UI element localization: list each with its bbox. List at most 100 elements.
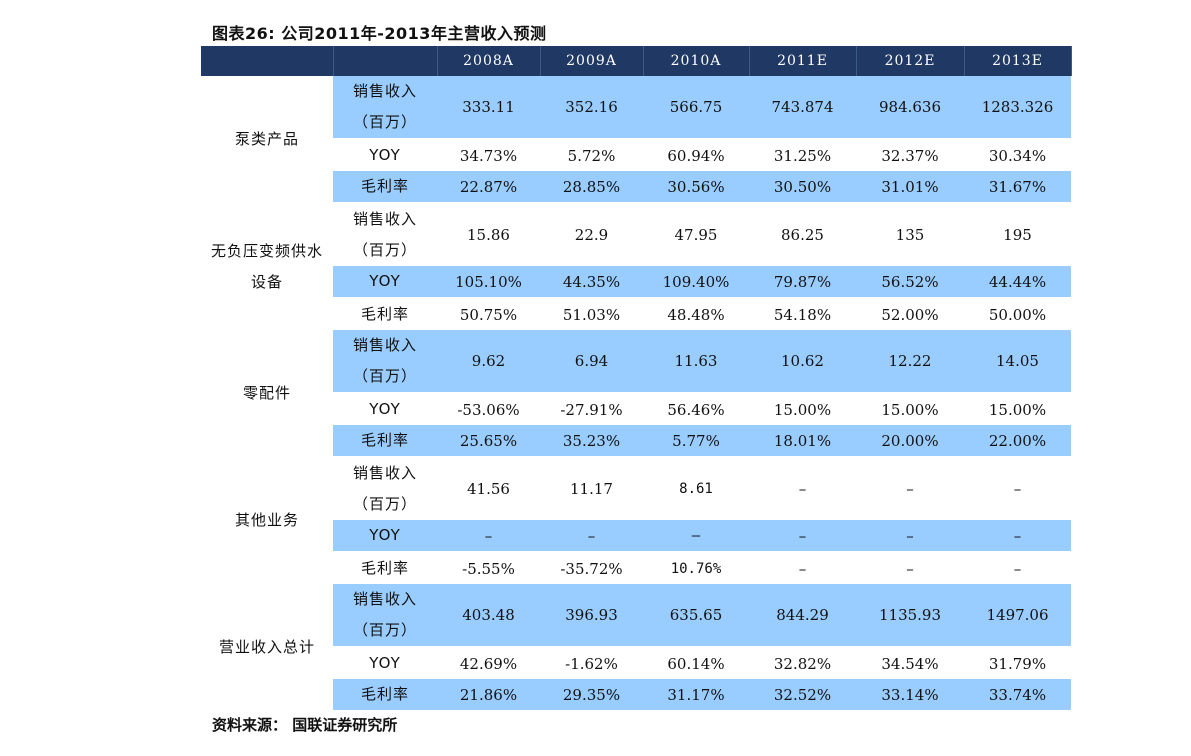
value-cell: 31.17% (643, 679, 749, 712)
value-cell: 105.10% (437, 266, 540, 299)
metric-label-line: 毛利率 (360, 305, 409, 323)
value-cell: 566.75 (643, 76, 749, 140)
value-cell: 56.52% (856, 266, 964, 299)
value-cell: 30.34% (964, 139, 1071, 171)
table-row: 其他业务 销售收入 （百万） 41.56 11.17 8.61– – – (201, 457, 1071, 584)
value-cell: – (437, 520, 540, 553)
value-cell: 11.17 (540, 457, 643, 520)
metric-label: YOY (333, 266, 437, 299)
metric-label: YOY (333, 520, 437, 553)
value-cell: 33.14% (856, 679, 964, 712)
metric-label-line: 毛利率 (360, 685, 409, 703)
value-cell: – (856, 552, 964, 584)
value-cell: 8.61 (643, 457, 749, 520)
metric-label-line: YOY (369, 146, 401, 164)
value-cell: -1.62% (540, 647, 643, 679)
metric-label: 销售收入 （百万） (333, 457, 437, 520)
metric-label-line: （百万） (352, 495, 417, 513)
value-cell: 50.75% (437, 298, 540, 330)
value-cell: 10.62 (749, 330, 856, 394)
value-cell: 1497.06 (964, 584, 1071, 648)
header-blank-metric (333, 46, 438, 76)
table-row: 无负压变频供水设备 销售收入 （百万） 15.86 22.9 47.95 86.25 135 1… (201, 203, 1071, 330)
metric-label: 销售收入 （百万） (333, 76, 437, 140)
metric-label-line: （百万） (352, 621, 417, 639)
header-year-2010: 2010A (643, 46, 750, 76)
table-row: 毛利率 21.86% 29.35% 31.17% 32.52% 33.14% 33.74% (201, 679, 1071, 712)
category-label: 无负压变频供水设备 (201, 203, 333, 330)
metric-label-line: 销售收入 (352, 464, 417, 482)
metric-label: 毛利率 (333, 679, 437, 712)
table-row: YOY 42.69% -1.62% 60.14% 32.82% 34.54% 31.79% (201, 647, 1071, 679)
value-cell: 403.48 (437, 584, 540, 648)
source-note: 资料来源： 国联证券研究所 (212, 716, 398, 734)
value-cell: – (540, 520, 643, 553)
header-year-2012: 2012E (856, 46, 965, 76)
value-cell: – (856, 520, 964, 553)
value-cell: 29.35% (540, 679, 643, 712)
value-cell: -35.72% (540, 552, 643, 584)
value-cell: 15.00% (964, 393, 1071, 425)
metric-label: 毛利率 (333, 171, 437, 204)
value-cell: 15.00% (749, 393, 856, 425)
value-cell: 30.50% (749, 171, 856, 204)
metric-label-line: 销售收入 (352, 336, 417, 354)
value-cell: 195 (964, 203, 1071, 266)
value-cell: 33.74% (964, 679, 1071, 712)
metric-label-line: YOY (369, 526, 401, 544)
value-cell: 31.79% (964, 647, 1071, 679)
value-cell: 54.18% (749, 298, 856, 330)
table-row: 毛利率 50.75% 51.03% 48.48% 54.18% 52.00% 50.00% (201, 298, 1071, 330)
value-cell: 30.56% (643, 171, 749, 204)
value-cell: 34.54% (856, 647, 964, 679)
value-cell: -53.06% (437, 393, 540, 425)
table-row: YOY – – – – – – (201, 520, 1071, 553)
metric-label-line: 毛利率 (360, 177, 409, 195)
header-year-2011: 2011E (749, 46, 857, 76)
category-label: 零配件 (201, 330, 333, 457)
value-cell: 12.22 (856, 330, 964, 394)
header-row: 2008A 2009A 2010A 2011E 2012E 2013E (201, 46, 1072, 76)
metric-label: YOY (333, 139, 437, 171)
value-cell: 743.874 (749, 76, 856, 140)
value-cell: 6.94 (540, 330, 643, 394)
table-row: 毛利率 22.87% 28.85% 30.56% 30.50% 31.01% 31.67% (201, 171, 1071, 204)
value-cell: 25.65% (437, 425, 540, 458)
metric-label-line: 销售收入 (352, 590, 417, 608)
header-year-2009: 2009A (540, 46, 644, 76)
value-cell: – (749, 552, 856, 584)
value-cell: 31.01% (856, 171, 964, 204)
category-label: 其他业务 (201, 457, 333, 584)
value-cell: 844.29 (749, 584, 856, 648)
value-cell: 135 (856, 203, 964, 266)
header-year-2013: 2013E (964, 46, 1072, 76)
table-row: 营业收入总计 销售收入 （百万） 403.48 396.93 635.65 844.29 11… (201, 584, 1071, 711)
value-cell: – (749, 520, 856, 553)
figure-title: 图表26: 公司2011年-2013年主营收入预测 (212, 24, 547, 43)
metric-label-line: YOY (369, 272, 401, 290)
value-cell: 51.03% (540, 298, 643, 330)
value-cell: 333.11 (437, 76, 540, 140)
value-cell: 52.00% (856, 298, 964, 330)
value-cell: 44.35% (540, 266, 643, 299)
metric-label: 毛利率 (333, 425, 437, 458)
table-row: 毛利率 -5.55% -35.72% 10.76% – – – (201, 552, 1071, 584)
value-cell: 86.25 (749, 203, 856, 266)
value-cell: 22.9 (540, 203, 643, 266)
value-cell: 42.69% (437, 647, 540, 679)
metric-label: YOY (333, 647, 437, 679)
metric-label: 毛利率 (333, 298, 437, 330)
value-cell: 635.65 (643, 584, 749, 648)
value-cell: – (856, 457, 964, 520)
metric-label-line: （百万） (352, 241, 417, 259)
metric-label: 销售收入 （百万） (333, 330, 437, 394)
revenue-forecast-table: 2008A 2009A 2010A 2011E 2012E 2013E 泵类产品… (201, 46, 1072, 712)
value-cell: -5.55% (437, 552, 540, 584)
value-cell: 32.52% (749, 679, 856, 712)
value-cell: 32.82% (749, 647, 856, 679)
value-cell: -27.91% (540, 393, 643, 425)
table-row: YOY 105.10% 44.35% 109.40% 79.87% 56.52% 44.44… (201, 266, 1071, 299)
value-cell: 79.87% (749, 266, 856, 299)
value-cell: 41.56 (437, 457, 540, 520)
value-cell: 22.87% (437, 171, 540, 204)
